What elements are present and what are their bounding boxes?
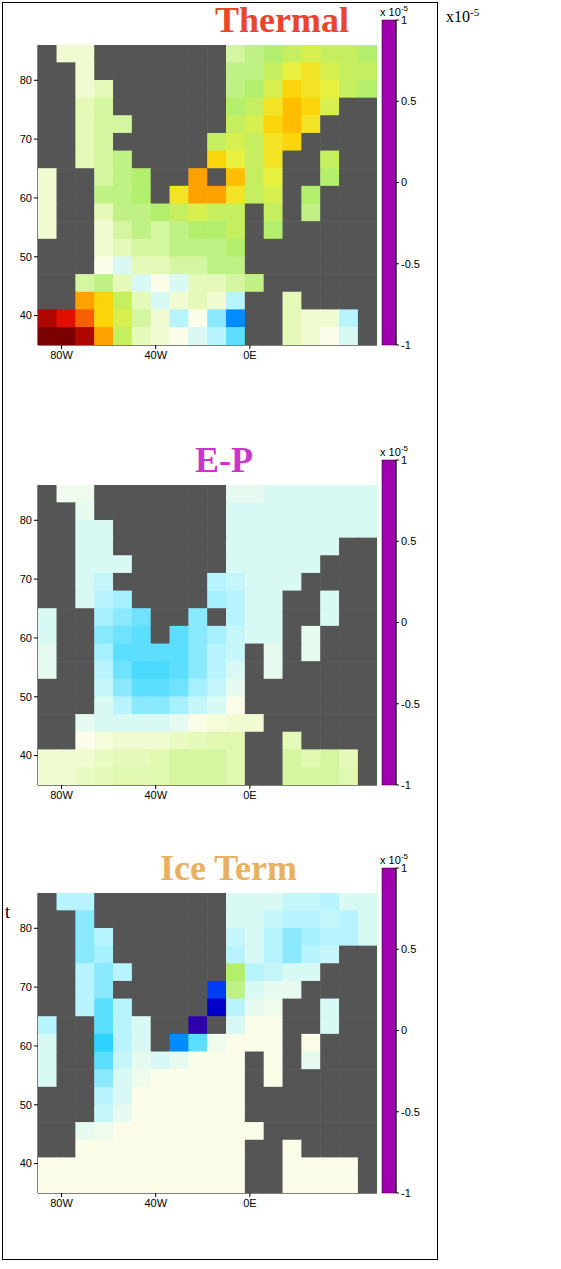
svg-text:1: 1 [401, 14, 407, 26]
svg-text:70: 70 [20, 133, 32, 145]
svg-text:80W: 80W [50, 349, 73, 361]
svg-text:40W: 40W [144, 789, 167, 801]
svg-text:-0.5: -0.5 [401, 258, 420, 270]
svg-text:0E: 0E [243, 1197, 256, 1209]
svg-text:0: 0 [401, 1024, 407, 1036]
svg-text:40: 40 [20, 309, 32, 321]
svg-text:80W: 80W [50, 789, 73, 801]
svg-text:60: 60 [20, 192, 32, 204]
svg-text:-1: -1 [401, 1187, 411, 1199]
svg-text:0: 0 [401, 176, 407, 188]
svg-text:0.5: 0.5 [401, 535, 416, 547]
svg-text:70: 70 [20, 573, 32, 585]
svg-text:80: 80 [20, 514, 32, 526]
svg-text:40: 40 [20, 1157, 32, 1169]
svg-text:40: 40 [20, 749, 32, 761]
svg-text:70: 70 [20, 981, 32, 993]
svg-text:80: 80 [20, 922, 32, 934]
svg-text:0.5: 0.5 [401, 95, 416, 107]
svg-text:0: 0 [401, 616, 407, 628]
svg-text:60: 60 [20, 632, 32, 644]
svg-text:-1: -1 [401, 779, 411, 791]
svg-text:0E: 0E [243, 789, 256, 801]
svg-text:0E: 0E [243, 349, 256, 361]
svg-text:80W: 80W [50, 1197, 73, 1209]
svg-text:-0.5: -0.5 [401, 698, 420, 710]
svg-text:80: 80 [20, 74, 32, 86]
svg-text:-0.5: -0.5 [401, 1106, 420, 1118]
svg-text:40W: 40W [144, 1197, 167, 1209]
svg-text:1: 1 [401, 862, 407, 874]
svg-text:60: 60 [20, 1040, 32, 1052]
svg-text:50: 50 [20, 1099, 32, 1111]
svg-text:-1: -1 [401, 339, 411, 351]
svg-text:50: 50 [20, 691, 32, 703]
svg-text:50: 50 [20, 251, 32, 263]
svg-text:1: 1 [401, 454, 407, 466]
svg-text:0.5: 0.5 [401, 943, 416, 955]
svg-text:40W: 40W [144, 349, 167, 361]
